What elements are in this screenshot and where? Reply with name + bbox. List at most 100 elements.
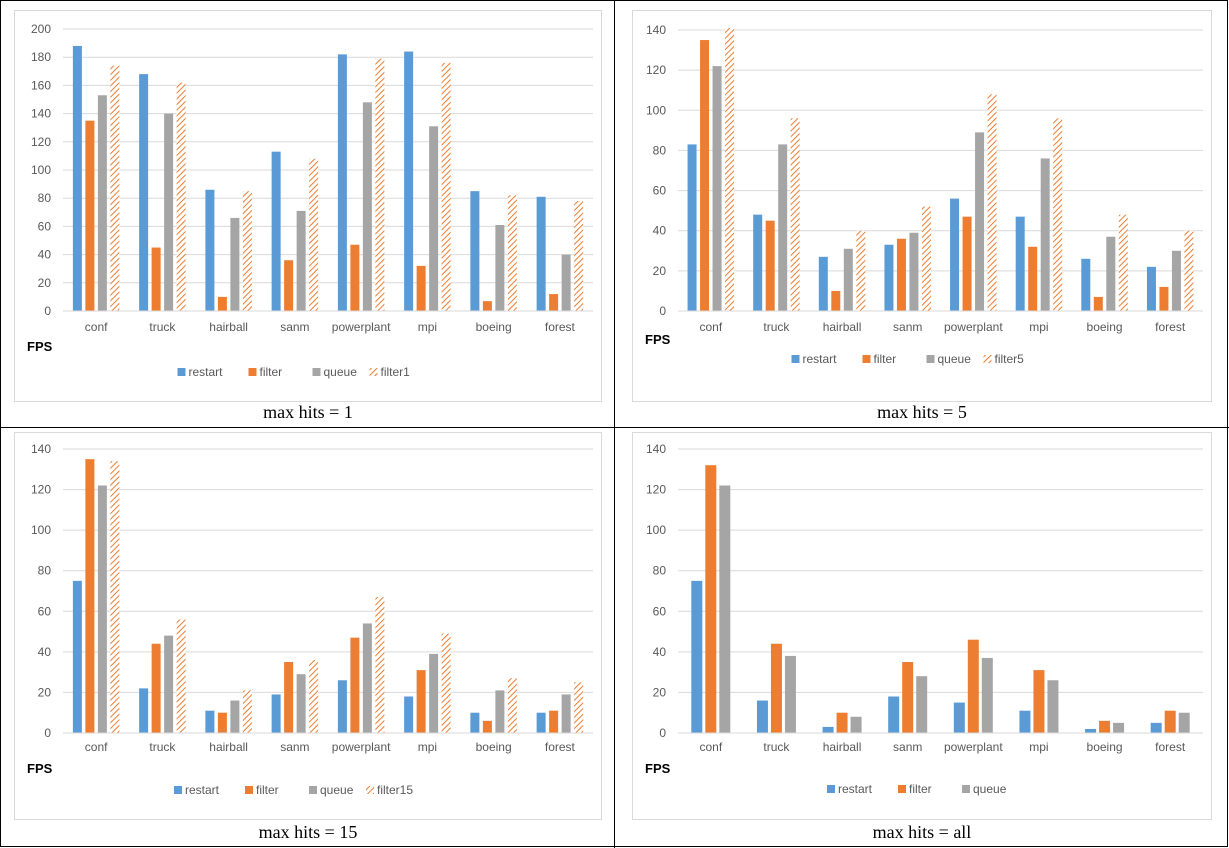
- chart-svg-max-hits-15: 0 20 40 60 80 100 120 140 conf truck hairball sanm p…: [27, 442, 593, 797]
- bar-restart-truck: [756, 700, 768, 733]
- bar-queue-forest: [1178, 712, 1190, 733]
- y-tick-label: 140: [31, 442, 51, 456]
- bar-queue-mpi: [1040, 158, 1050, 311]
- y-tick-label: 180: [31, 50, 51, 64]
- bar-queue-boeing: [495, 224, 505, 311]
- legend-label-filter: filter: [909, 782, 932, 796]
- x-tick-label: mpi: [418, 320, 437, 334]
- bar-filter15-boeing: [507, 678, 517, 733]
- bar-restart-sanm: [271, 151, 281, 311]
- bar-restart-truck: [139, 74, 149, 311]
- legend-swatch-queue: [309, 786, 317, 794]
- y-tick-label: 60: [653, 604, 667, 618]
- bar-queue-truck: [784, 655, 796, 733]
- legend-swatch-queue: [312, 368, 321, 376]
- x-tick-label: truck: [763, 740, 790, 754]
- y-tick-label: 100: [31, 163, 51, 177]
- legend-label-filter: filter: [874, 352, 897, 366]
- y-tick-label: 80: [653, 143, 667, 157]
- x-tick-label: truck: [149, 740, 176, 754]
- bar-filter-conf: [85, 120, 95, 312]
- bar-filter-mpi: [1028, 246, 1038, 311]
- x-tick-label: boeing: [1087, 740, 1123, 754]
- bar-queue-conf: [97, 95, 107, 312]
- bar-queue-forest: [1171, 250, 1181, 311]
- bar-restart-forest: [536, 712, 546, 733]
- y-tick-label: 120: [31, 483, 51, 497]
- bar-filter-sanm: [284, 260, 294, 311]
- x-tick-label: powerplant: [944, 320, 1003, 334]
- chart-svg-max-hits-5: 0 20 40 60 80 100 120 140 conf truck hairball sanm p…: [645, 23, 1203, 366]
- bar-restart-conf: [72, 580, 82, 733]
- y-axis-label: FPS: [645, 761, 671, 776]
- bar-filter-hairball: [217, 296, 227, 311]
- bar-restart-mpi: [404, 696, 414, 733]
- legend-swatch-filter: [862, 355, 871, 363]
- bar-filter-powerplant: [350, 637, 360, 733]
- bar-filter-boeing: [482, 720, 492, 733]
- legend-swatch-filter1: [369, 368, 378, 376]
- y-tick-label: 40: [653, 224, 667, 238]
- bar-restart-boeing: [1081, 258, 1091, 311]
- x-tick-label: conf: [699, 320, 722, 334]
- legend-swatch-filter: [245, 786, 253, 794]
- x-tick-label: conf: [85, 320, 108, 334]
- x-tick-label: hairball: [209, 740, 248, 754]
- bar-queue-powerplant: [981, 657, 993, 733]
- bar-filter15-powerplant: [375, 597, 385, 733]
- y-tick-label: 60: [38, 219, 52, 233]
- bar-queue-sanm: [296, 210, 306, 311]
- legend-label-restart: restart: [189, 365, 224, 379]
- bar-filter-powerplant: [962, 216, 972, 311]
- y-tick-label: 120: [646, 483, 666, 497]
- y-tick-label: 20: [38, 276, 52, 290]
- bar-filter-sanm: [284, 662, 294, 733]
- y-tick-label: 140: [31, 107, 51, 121]
- chart-panel-max-hits-15: 0 20 40 60 80 100 120 140 conf truck hairball sanm p…: [14, 432, 602, 820]
- bar-filter5-hairball: [856, 230, 866, 311]
- bar-filter15-hairball: [242, 690, 252, 733]
- bar-restart-hairball: [205, 189, 215, 311]
- y-tick-label: 0: [44, 304, 51, 318]
- bar-restart-conf: [72, 45, 82, 312]
- legend-label-restart: restart: [803, 352, 838, 366]
- bar-filter-forest: [1164, 710, 1176, 733]
- bar-restart-forest: [1150, 722, 1162, 733]
- chart-panel-max-hits-5: 0 20 40 60 80 100 120 140 conf truck hairball sanm p…: [632, 10, 1212, 402]
- bar-filter1-conf: [110, 65, 120, 311]
- y-tick-label: 100: [31, 523, 51, 537]
- bar-queue-boeing: [1113, 722, 1125, 733]
- bar-restart-powerplant: [953, 702, 965, 733]
- chart-panel-max-hits-1: 0 20 40 60 80 100 120 140 160 180 200 conf truck hair…: [14, 10, 602, 402]
- legend-swatch-filter: [898, 785, 906, 793]
- y-tick-label: 120: [31, 135, 51, 149]
- bar-restart-mpi: [404, 51, 414, 312]
- legend-label-queue: queue: [324, 365, 358, 379]
- legend-label-filter1: filter1: [381, 365, 411, 379]
- bar-filter15-sanm: [309, 659, 319, 733]
- bar-filter1-powerplant: [375, 58, 385, 311]
- x-tick-label: boeing: [476, 320, 512, 334]
- bar-filter1-hairball: [242, 191, 252, 311]
- bar-queue-hairball: [850, 716, 862, 733]
- y-tick-label: 80: [38, 564, 52, 578]
- bar-filter5-powerplant: [987, 94, 997, 311]
- bar-filter15-forest: [574, 682, 584, 733]
- bar-restart-sanm: [884, 244, 894, 311]
- y-axis-label: FPS: [645, 332, 671, 347]
- bar-filter-mpi: [416, 670, 426, 733]
- bar-queue-mpi: [429, 126, 439, 311]
- bar-filter5-boeing: [1118, 214, 1128, 311]
- bar-queue-hairball: [843, 248, 853, 311]
- y-tick-label: 100: [646, 103, 666, 117]
- bar-queue-hairball: [230, 700, 240, 733]
- bar-filter-hairball: [836, 712, 848, 733]
- y-axis-label: FPS: [27, 339, 53, 354]
- legend-swatch-filter: [248, 368, 257, 376]
- bar-filter-truck: [151, 247, 161, 311]
- x-tick-label: powerplant: [332, 320, 391, 334]
- caption-max-hits-1: max hits = 1: [263, 402, 353, 422]
- x-tick-label: forest: [1155, 320, 1186, 334]
- bar-filter5-conf: [725, 27, 735, 312]
- x-tick-label: hairball: [823, 740, 862, 754]
